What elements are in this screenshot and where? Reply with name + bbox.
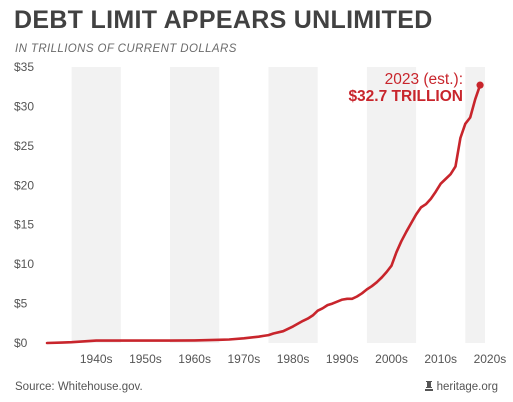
y-tick-label: $20 <box>14 178 34 192</box>
chart-title: DEBT LIMIT APPEARS UNLIMITED <box>14 6 433 34</box>
chart-subtitle: IN TRILLIONS OF CURRENT DOLLARS <box>15 43 237 55</box>
y-tick-label: $35 <box>14 60 34 74</box>
y-tick-label: $0 <box>14 336 28 350</box>
decade-band <box>170 67 220 343</box>
y-tick-label: $10 <box>14 257 34 271</box>
y-tick-label: $30 <box>14 99 34 113</box>
annotation-value: $32.7 TRILLION <box>348 88 463 105</box>
annotation-year: 2023 (est.): <box>385 71 463 88</box>
x-tick-label: 1990s <box>326 352 359 366</box>
debt-series-line <box>45 83 482 345</box>
decade-band <box>465 67 485 343</box>
x-tick-label: 1980s <box>277 352 310 366</box>
x-axis-ticks: 1940s 1950s 1960s 1970s 1980s 1990s 2000s 2010s… <box>80 352 506 366</box>
endpoint-marker <box>476 81 484 89</box>
credit: heritage.org <box>424 381 498 393</box>
decade-band <box>268 67 318 343</box>
credit-label: heritage.org <box>436 381 498 393</box>
x-tick-label: 1960s <box>178 352 211 366</box>
x-tick-label: 1970s <box>228 352 261 366</box>
decade-bands <box>71 67 485 343</box>
decade-band <box>366 67 417 343</box>
y-tick-label: $25 <box>14 139 34 153</box>
x-tick-label: 2020s <box>474 352 507 366</box>
x-tick-label: 2010s <box>424 352 457 366</box>
heritage-bell-icon <box>424 381 433 391</box>
y-tick-label: $15 <box>14 218 34 232</box>
y-axis-ticks: $0 $5 $10 $15 $20 $25 $30 $35 <box>14 60 34 350</box>
x-tick-label: 1950s <box>129 352 162 366</box>
x-tick-label: 2000s <box>375 352 408 366</box>
source-note: Source: Whitehouse.gov. <box>15 381 143 393</box>
y-tick-label: $5 <box>14 297 28 311</box>
decade-band <box>71 67 121 343</box>
x-tick-label: 1940s <box>80 352 113 366</box>
